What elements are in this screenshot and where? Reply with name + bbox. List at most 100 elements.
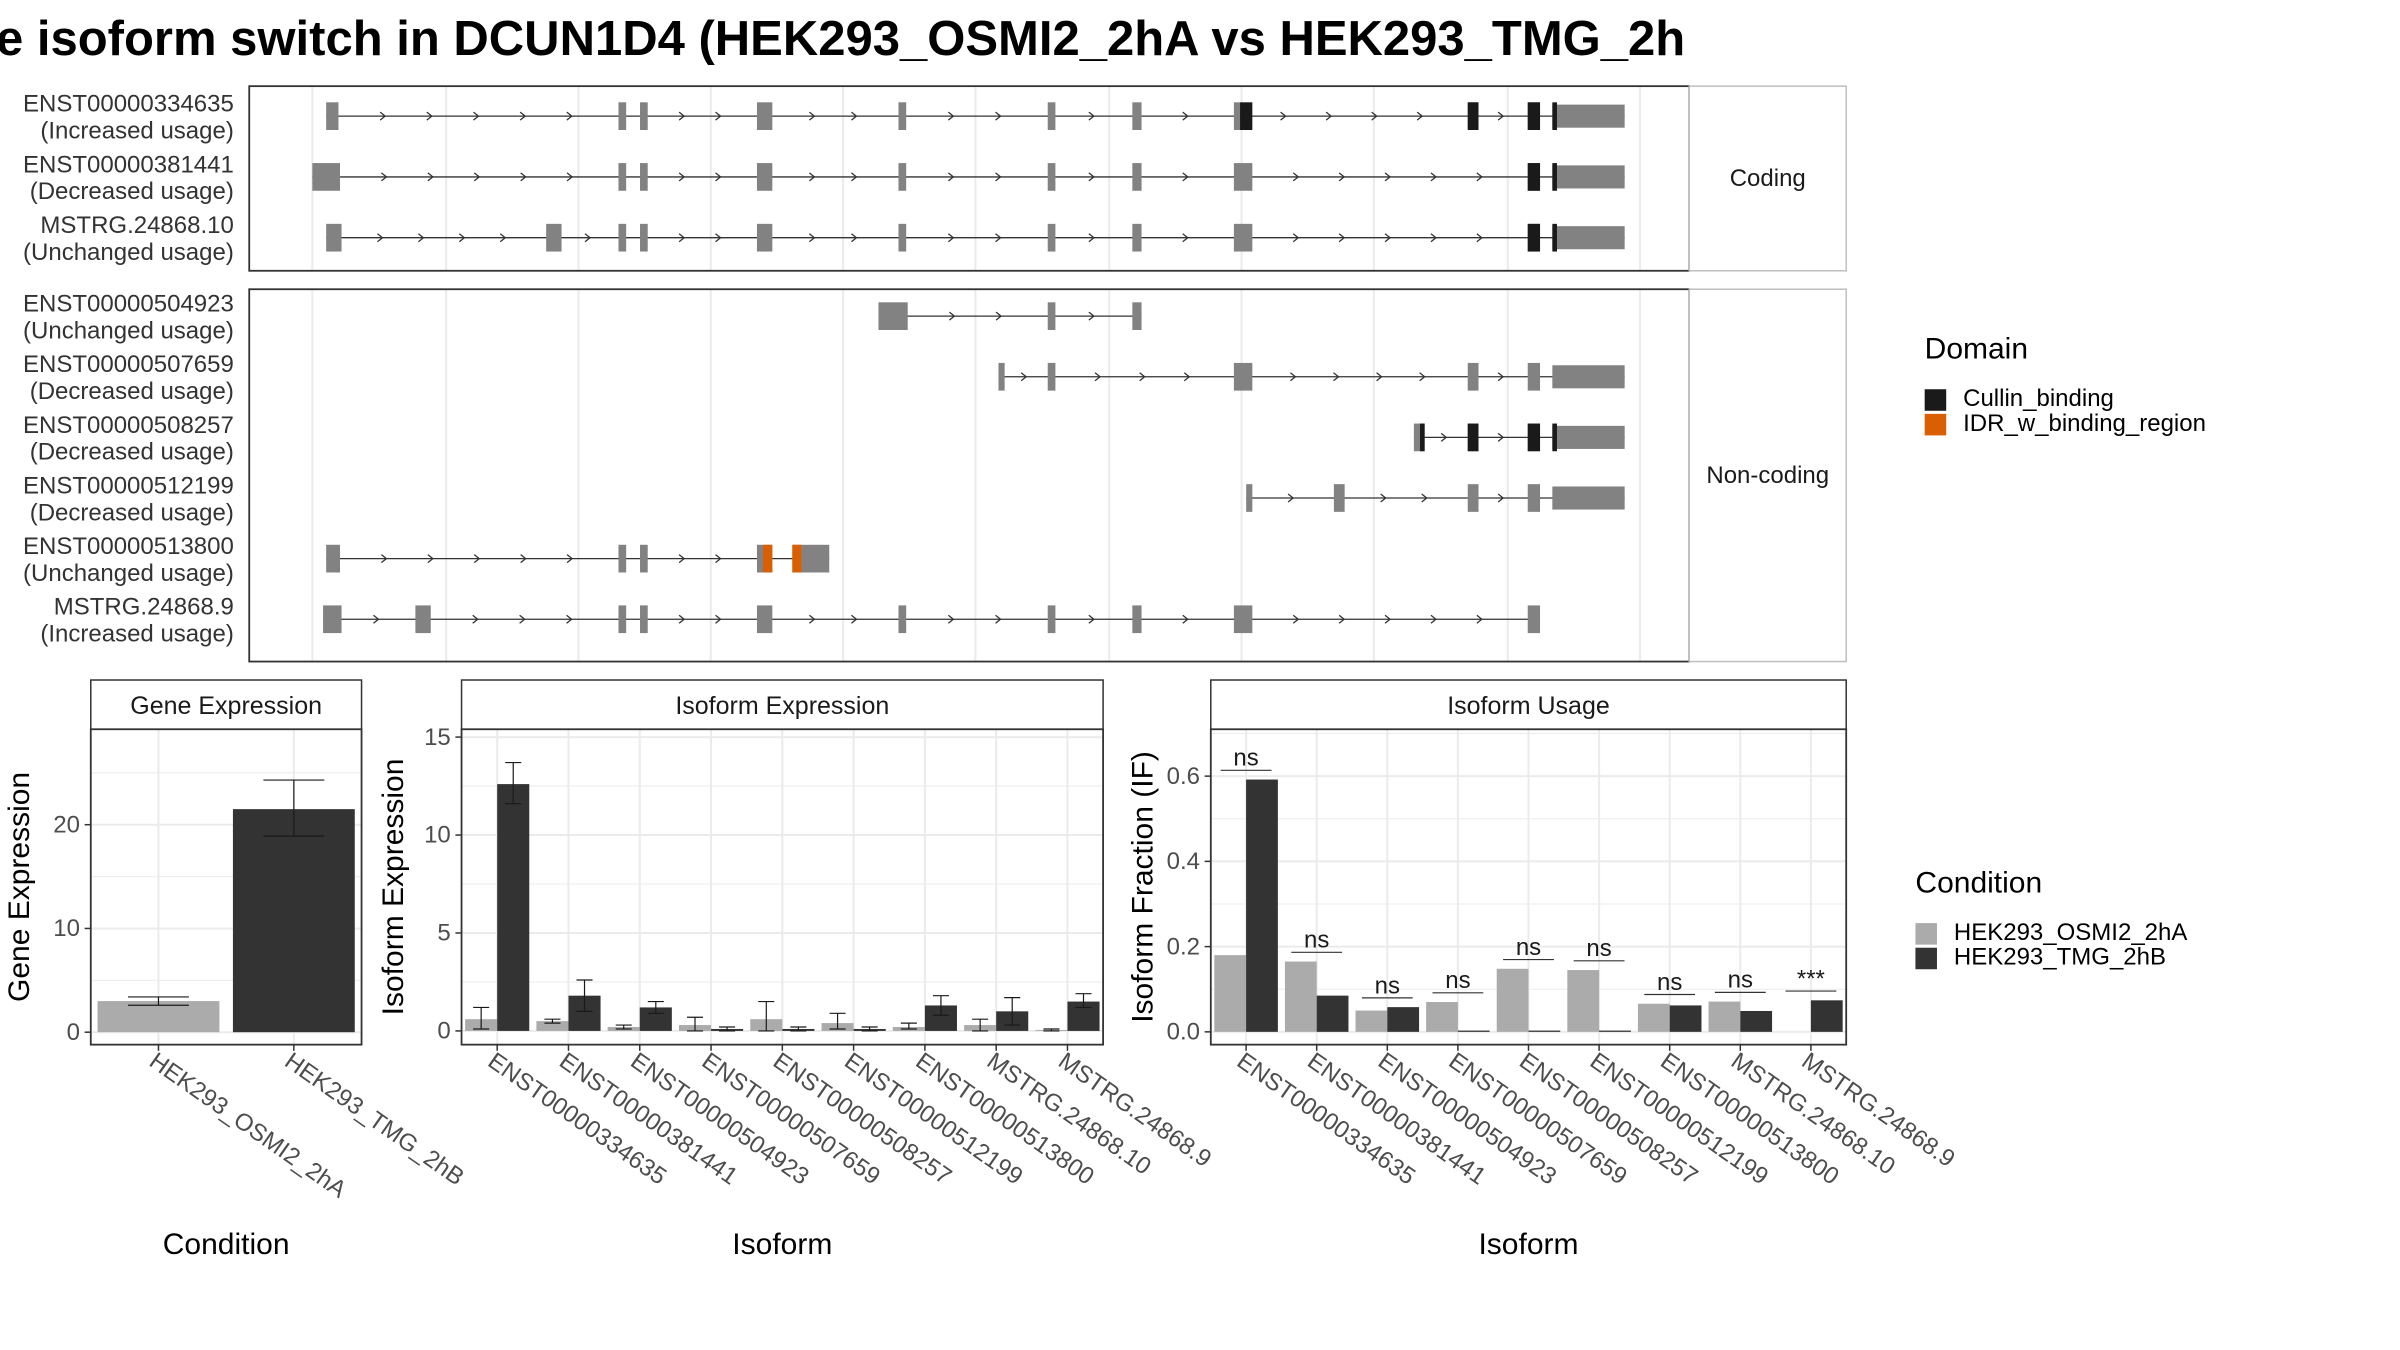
legend-label: IDR_w_binding_region <box>1963 410 2206 437</box>
track-label-usage: (Decreased usage) <box>30 439 234 466</box>
intron-arrow <box>1333 372 1340 382</box>
bar <box>1355 1010 1388 1032</box>
intron-arrow <box>473 172 481 182</box>
intron-arrow <box>1430 233 1437 243</box>
intron-arrow <box>678 614 686 624</box>
intron-arrow <box>678 233 686 243</box>
exon-block <box>898 605 907 634</box>
exon-block <box>618 544 627 573</box>
exon-block <box>618 102 627 131</box>
bar <box>1669 1005 1702 1032</box>
facet-strip-label: Coding <box>1730 165 1806 192</box>
intron-arrow <box>1182 111 1189 121</box>
track-label-usage: (Unchanged usage) <box>23 317 234 344</box>
bar-panel-title: Isoform Usage <box>1447 692 1610 720</box>
intron-arrow <box>808 111 816 121</box>
intron-arrow <box>566 614 573 624</box>
bar <box>536 1021 569 1031</box>
y-tick-label: 10 <box>53 915 80 942</box>
domain-cullin-binding <box>1527 423 1541 452</box>
exon-block <box>640 605 648 634</box>
exon-block <box>1246 484 1253 512</box>
significance-label: ns <box>1657 969 1682 996</box>
exon-block <box>1233 223 1253 252</box>
figure-title: e isoform switch in DCUN1D4 (HEK293_OSMI… <box>0 12 1685 66</box>
intron-arrow <box>584 233 592 243</box>
intron-arrow <box>1292 172 1300 182</box>
intron-arrow <box>995 614 1002 624</box>
y-tick-label: 0.0 <box>1167 1019 1200 1046</box>
exon-block <box>1552 425 1625 449</box>
track-label-id: ENST00000507659 <box>23 351 234 378</box>
exon-block <box>1527 605 1541 634</box>
domain-cullin-binding <box>1527 102 1541 131</box>
x-axis-title: Isoform <box>1478 1228 1578 1261</box>
structure-panel-bg <box>249 86 1690 271</box>
intron-arrow <box>566 554 574 564</box>
exon-block <box>1552 486 1625 510</box>
intron-arrow <box>1287 493 1295 503</box>
intron-arrow <box>1376 372 1383 382</box>
y-tick-label: 0 <box>67 1019 80 1046</box>
exon-block <box>1047 163 1056 191</box>
intron-arrow <box>1182 172 1189 182</box>
exon-block <box>640 163 648 191</box>
intron-arrow <box>473 554 481 564</box>
x-axis-title: Isoform <box>732 1228 832 1261</box>
significance-label: ns <box>1516 934 1541 961</box>
bar-panel-strip <box>90 679 363 730</box>
track-label-usage: (Unchanged usage) <box>23 239 234 266</box>
domain-cullin-binding <box>1552 223 1557 252</box>
y-axis-title: Isoform Expression <box>377 759 410 1016</box>
exon-block <box>1132 163 1142 191</box>
intron-arrow <box>947 614 955 624</box>
exon-block <box>1047 362 1056 391</box>
exon-block <box>898 102 907 131</box>
exon-block <box>756 605 773 634</box>
intron-arrow <box>1338 614 1346 624</box>
intron-arrow <box>851 172 858 182</box>
intron-arrow <box>1419 372 1426 382</box>
exon-block <box>326 544 341 573</box>
exon-block <box>1132 223 1142 252</box>
intron-arrow <box>1088 614 1095 624</box>
track-label-id: ENST00000381441 <box>23 151 234 178</box>
intron-arrow <box>381 554 388 564</box>
domain-idr-binding <box>763 544 773 573</box>
intron-arrow <box>1497 493 1505 503</box>
bar-panel-strip <box>460 679 1104 730</box>
intron-arrow <box>1430 172 1437 182</box>
intron-arrow <box>1421 493 1428 503</box>
legend-label: Cullin_binding <box>1963 385 2114 412</box>
intron-arrow <box>678 554 686 564</box>
exon-block <box>1047 223 1056 252</box>
bar <box>1708 1001 1741 1032</box>
significance-label: ns <box>1728 967 1753 994</box>
intron-arrow <box>808 233 816 243</box>
bar <box>1426 1002 1458 1032</box>
intron-arrow <box>520 554 527 564</box>
legend-key <box>1915 947 1937 970</box>
intron-arrow <box>715 111 722 121</box>
intron-arrow <box>1182 233 1189 243</box>
exon-block <box>1132 302 1142 331</box>
intron-arrow <box>995 111 1002 121</box>
intron-arrow <box>715 554 722 564</box>
exon-block <box>1333 484 1345 512</box>
exon-block <box>546 223 562 252</box>
bar <box>1316 995 1349 1032</box>
exon-block <box>801 544 830 573</box>
y-axis-title: Gene Expression <box>3 772 36 1002</box>
significance-label: ns <box>1233 745 1258 772</box>
bar <box>1599 1030 1631 1032</box>
bar <box>1528 1030 1561 1032</box>
intron-arrow <box>1430 614 1437 624</box>
intron-arrow <box>1088 111 1095 121</box>
intron-arrow <box>715 233 722 243</box>
significance-label: ns <box>1445 967 1470 994</box>
x-axis-title: Condition <box>163 1228 290 1261</box>
facet-strip-label: Non-coding <box>1706 462 1829 489</box>
domain-cullin-binding <box>1552 163 1557 191</box>
bar <box>1387 1007 1420 1032</box>
intron-arrow <box>947 233 955 243</box>
